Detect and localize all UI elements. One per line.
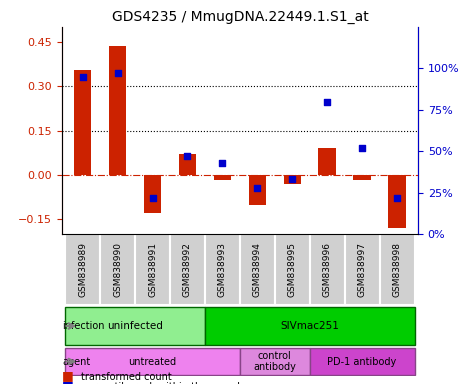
Bar (353, 175, 371, 180)
Bar (248, 175, 266, 205)
Text: transformed count: transformed count (81, 372, 171, 382)
Text: GSM838990: GSM838990 (113, 242, 122, 297)
FancyBboxPatch shape (310, 234, 345, 305)
Point (79, 74, 86, 80)
FancyBboxPatch shape (100, 234, 135, 305)
Text: SIVmac251: SIVmac251 (280, 321, 339, 331)
Point (393, 195, 401, 201)
FancyBboxPatch shape (275, 234, 310, 305)
Bar (389, 175, 406, 228)
FancyBboxPatch shape (65, 348, 240, 375)
Bar (74, 70, 91, 175)
Point (288, 176, 296, 182)
FancyBboxPatch shape (65, 234, 100, 305)
Text: GSM838996: GSM838996 (323, 242, 332, 297)
Bar (144, 175, 162, 214)
FancyBboxPatch shape (135, 234, 170, 305)
Text: percentile rank within the sample: percentile rank within the sample (81, 382, 246, 384)
FancyBboxPatch shape (170, 234, 205, 305)
Text: GSM838995: GSM838995 (288, 242, 297, 297)
Text: uninfected: uninfected (107, 321, 163, 331)
Bar (179, 154, 196, 175)
FancyBboxPatch shape (65, 307, 205, 344)
Point (149, 195, 156, 201)
Bar (318, 148, 336, 175)
Text: infection: infection (62, 321, 105, 331)
FancyBboxPatch shape (205, 234, 240, 305)
Point (218, 160, 226, 166)
FancyBboxPatch shape (345, 234, 380, 305)
Text: PD-1 antibody: PD-1 antibody (327, 356, 397, 366)
FancyBboxPatch shape (240, 348, 310, 375)
Point (323, 98, 331, 104)
Point (254, 185, 261, 191)
FancyBboxPatch shape (205, 307, 415, 344)
Text: control
antibody: control antibody (253, 351, 296, 372)
Text: untreated: untreated (129, 356, 177, 366)
Bar (214, 175, 231, 180)
Text: GSM838993: GSM838993 (218, 242, 227, 297)
Point (184, 153, 191, 159)
Text: GSM838992: GSM838992 (183, 242, 192, 297)
Text: GSM838997: GSM838997 (358, 242, 367, 297)
Point (114, 70, 122, 76)
Bar (109, 46, 126, 175)
FancyBboxPatch shape (310, 348, 415, 375)
FancyBboxPatch shape (380, 234, 415, 305)
Text: GSM838989: GSM838989 (78, 242, 87, 297)
FancyBboxPatch shape (240, 234, 275, 305)
Text: agent: agent (62, 356, 91, 366)
Text: ■: ■ (62, 379, 74, 384)
Text: ■: ■ (62, 369, 74, 382)
Text: GSM838998: GSM838998 (392, 242, 401, 297)
Text: GSM838991: GSM838991 (148, 242, 157, 297)
Point (358, 145, 366, 151)
Bar (284, 175, 301, 184)
Text: GSM838994: GSM838994 (253, 242, 262, 297)
Title: GDS4235 / MmugDNA.22449.1.S1_at: GDS4235 / MmugDNA.22449.1.S1_at (112, 10, 368, 25)
